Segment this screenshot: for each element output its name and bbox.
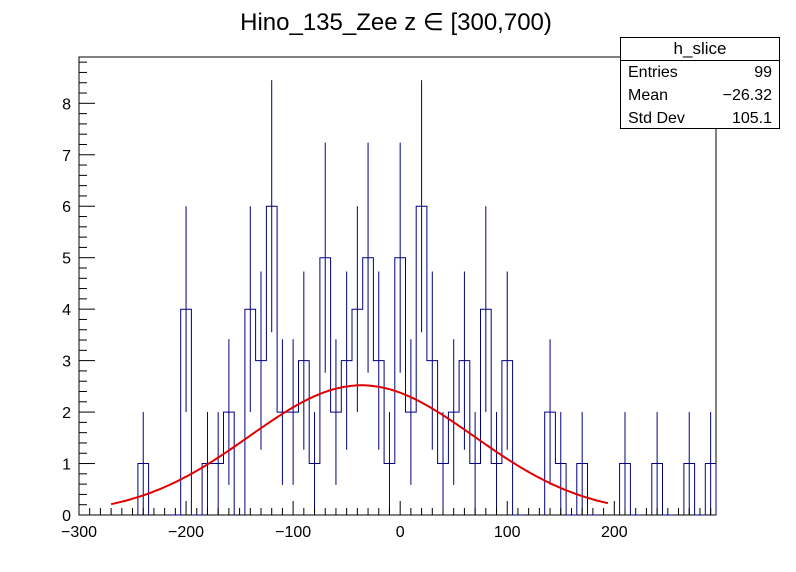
stats-row-entries: Entries 99 [621, 61, 779, 84]
chart-title: Hino_135_Zee z ∈ [300,700) [240, 9, 552, 36]
stats-value-stddev: 105.1 [731, 110, 772, 127]
stats-box: h_slice Entries 99 Mean −26.32 Std Dev 1… [620, 37, 780, 129]
y-axis: 0 1 2 3 4 5 6 7 8 [62, 61, 95, 525]
stats-label-mean: Mean [628, 87, 669, 104]
gaussian-fit-curve [110, 384, 609, 506]
x-tick-label: 100 [494, 524, 521, 541]
x-tick-label: 0 [396, 524, 405, 541]
x-axis: −300 −200 −100 0 100 200 [61, 501, 712, 541]
y-tick-label: 3 [62, 354, 71, 371]
y-tick-label: 8 [62, 96, 71, 113]
y-tick-label: 5 [62, 251, 71, 268]
x-tick-label: −100 [275, 524, 311, 541]
x-tick-label: −200 [168, 524, 204, 541]
y-tick-label: 2 [62, 405, 71, 422]
stats-value-entries: 99 [754, 64, 772, 81]
plot-frame [78, 56, 717, 516]
stats-value-mean: −26.32 [722, 87, 772, 104]
stats-label-entries: Entries [628, 64, 678, 81]
x-tick-label: −300 [61, 524, 97, 541]
stats-label-stddev: Std Dev [628, 110, 685, 127]
y-tick-label: 0 [62, 508, 71, 525]
y-tick-label: 4 [62, 302, 71, 319]
stats-box-title: h_slice [621, 38, 779, 61]
stats-row-stddev: Std Dev 105.1 [621, 107, 779, 130]
histogram-outline [137, 205, 717, 516]
x-tick-label: 200 [601, 524, 628, 541]
y-tick-label: 1 [62, 457, 71, 474]
y-tick-label: 7 [62, 148, 71, 165]
stats-row-mean: Mean −26.32 [621, 84, 779, 107]
y-tick-label: 6 [62, 199, 71, 216]
